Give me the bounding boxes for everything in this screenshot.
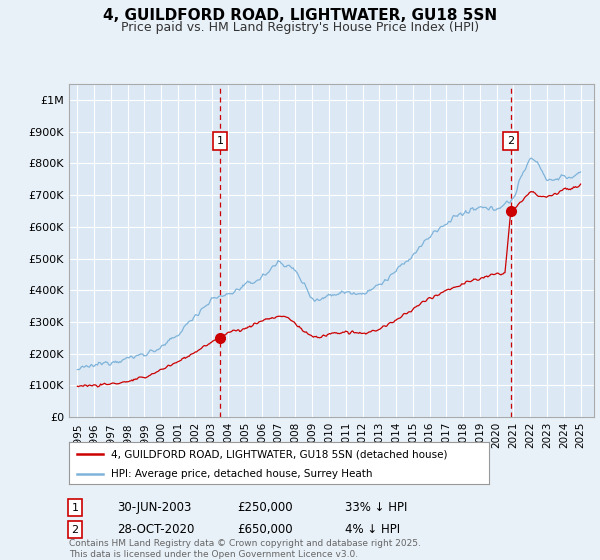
Text: 4% ↓ HPI: 4% ↓ HPI bbox=[345, 523, 400, 536]
Text: Price paid vs. HM Land Registry's House Price Index (HPI): Price paid vs. HM Land Registry's House … bbox=[121, 21, 479, 34]
Text: 1: 1 bbox=[217, 136, 223, 146]
Text: Contains HM Land Registry data © Crown copyright and database right 2025.
This d: Contains HM Land Registry data © Crown c… bbox=[69, 539, 421, 559]
Text: 4, GUILDFORD ROAD, LIGHTWATER, GU18 5SN: 4, GUILDFORD ROAD, LIGHTWATER, GU18 5SN bbox=[103, 8, 497, 24]
Text: 30-JUN-2003: 30-JUN-2003 bbox=[117, 501, 191, 515]
Text: £250,000: £250,000 bbox=[237, 501, 293, 515]
Text: £650,000: £650,000 bbox=[237, 523, 293, 536]
Text: 4, GUILDFORD ROAD, LIGHTWATER, GU18 5SN (detached house): 4, GUILDFORD ROAD, LIGHTWATER, GU18 5SN … bbox=[111, 449, 448, 459]
Text: 28-OCT-2020: 28-OCT-2020 bbox=[117, 523, 194, 536]
Text: 2: 2 bbox=[71, 525, 79, 535]
Text: 33% ↓ HPI: 33% ↓ HPI bbox=[345, 501, 407, 515]
Text: HPI: Average price, detached house, Surrey Heath: HPI: Average price, detached house, Surr… bbox=[111, 469, 373, 479]
Text: 2: 2 bbox=[507, 136, 514, 146]
Text: 1: 1 bbox=[71, 503, 79, 513]
